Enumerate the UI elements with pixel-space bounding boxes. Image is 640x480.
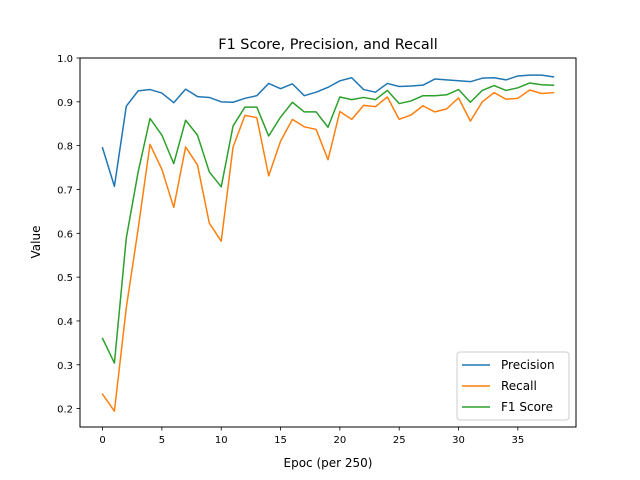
series-line-f1-score [101,82,555,364]
x-tick-label: 5 [159,435,165,446]
x-tick-label: 0 [99,435,105,446]
x-axis-label: Epoc (per 250) [284,456,373,470]
chart-title: F1 Score, Precision, and Recall [218,37,437,53]
y-tick-label: 0.6 [57,229,73,240]
series-line-recall [101,89,555,412]
x-tick-label: 20 [333,435,346,446]
legend-box [456,351,570,421]
x-tick-label: 25 [393,435,406,446]
series-line-precision [101,74,555,188]
y-tick-label: 0.9 [57,98,73,109]
y-tick-label: 0.3 [57,361,73,372]
y-axis-label: Value [29,226,43,259]
x-axis-ticks: 0 5 10 15 20 25 30 35 [99,427,524,446]
y-tick-label: 1.0 [57,54,73,65]
legend-label: F1 Score [501,400,553,414]
legend-label: Precision [501,358,555,372]
plot-frame [79,57,577,428]
x-tick-label: 30 [452,435,465,446]
y-tick-label: 0.2 [57,405,73,416]
y-tick-label: 0.7 [57,185,73,196]
y-tick-label: 0.5 [57,273,73,284]
y-tick-label: 0.4 [57,317,73,328]
series-lines [101,74,555,412]
legend-label: Recall [501,379,537,393]
x-tick-label: 15 [274,435,287,446]
legend: Precision Recall F1 Score [456,351,570,421]
y-axis-ticks: 0.2 0.3 0.4 0.5 0.6 0.7 0.8 0.9 1.0 [57,54,80,416]
x-tick-label: 35 [511,435,524,446]
y-tick-label: 0.8 [57,142,73,153]
x-tick-label: 10 [215,435,228,446]
